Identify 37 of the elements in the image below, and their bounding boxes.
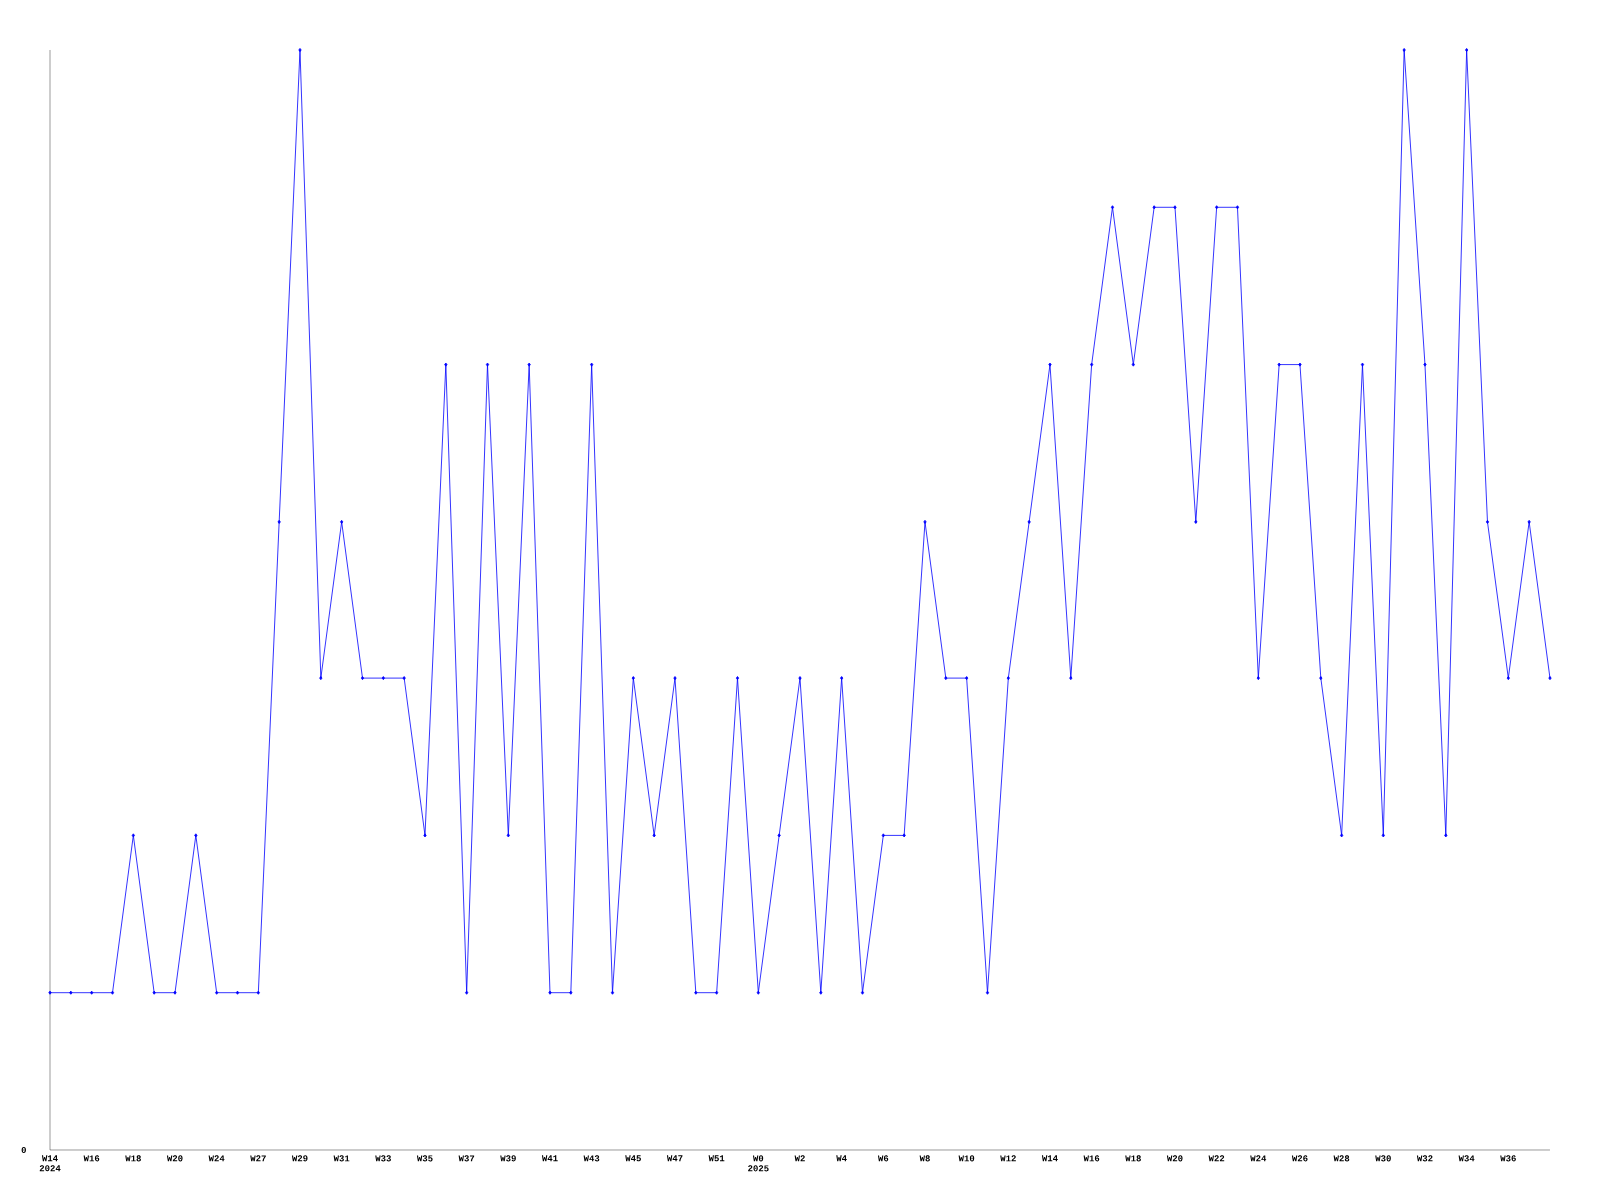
- x-tick-label: W16: [83, 1155, 100, 1162]
- x-tick-label: W16: [1083, 1155, 1100, 1162]
- x-tick-label: W4: [836, 1155, 847, 1162]
- x-tick-label: W29: [291, 1155, 308, 1162]
- x-tick-label: W27: [250, 1155, 266, 1162]
- x-tick-label: W51: [708, 1155, 725, 1162]
- x-tick-label: W10: [958, 1155, 975, 1162]
- x-tick-label: W36: [1500, 1155, 1516, 1162]
- x-tick-label: W34: [1458, 1155, 1475, 1162]
- x-tick-label: W20: [166, 1155, 183, 1162]
- x-tick-label: W39: [500, 1155, 516, 1162]
- x-tick-label: W14: [1041, 1155, 1058, 1162]
- x-tick-label: W20: [1166, 1155, 1183, 1162]
- x-tick-label: W35: [416, 1155, 433, 1162]
- x-tick-label: W30: [1375, 1155, 1391, 1162]
- x-tick-label: W43: [583, 1155, 600, 1162]
- x-tick-label: W8: [919, 1155, 930, 1162]
- x-tick-label: W24: [1250, 1155, 1267, 1162]
- x-tick-label: W18: [125, 1155, 141, 1162]
- x-tick-label: W14 2024: [39, 1155, 61, 1172]
- x-tick-label: W0 2025: [748, 1155, 769, 1172]
- x-tick-label: W47: [666, 1155, 683, 1162]
- x-tick-label: W24: [208, 1155, 225, 1162]
- x-tick-label: W31: [333, 1155, 350, 1162]
- x-tick-label: W2: [794, 1155, 805, 1162]
- x-tick-label: W18: [1125, 1155, 1141, 1162]
- x-tick-label: W28: [1333, 1155, 1350, 1162]
- x-tick-label: W45: [625, 1155, 641, 1162]
- x-tick-label: W32: [1416, 1155, 1433, 1162]
- x-tick-label: W22: [1208, 1155, 1225, 1162]
- x-tick-label: W33: [375, 1155, 391, 1162]
- x-tick-label: W12: [1000, 1155, 1016, 1162]
- x-tick-label: W41: [541, 1155, 558, 1162]
- x-tick-label: W26: [1291, 1155, 1308, 1162]
- text: 0: [21, 1146, 26, 1154]
- x-tick-label: W6: [877, 1155, 889, 1162]
- x-tick-label: W37: [458, 1155, 475, 1162]
